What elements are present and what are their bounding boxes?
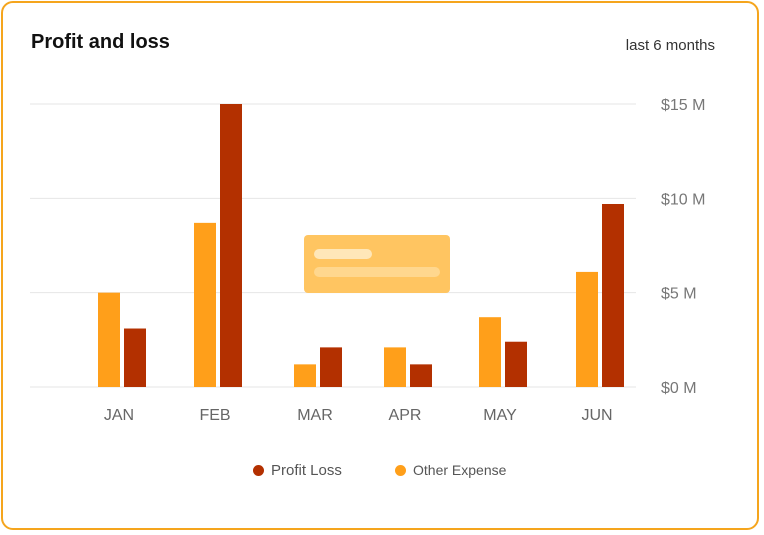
y-tick-label: $15 M bbox=[661, 97, 705, 114]
bar-profit-loss bbox=[410, 364, 432, 387]
other-expense-swatch bbox=[395, 464, 406, 476]
x-tick-label: MAR bbox=[297, 407, 333, 424]
bar-other-expense bbox=[98, 292, 120, 387]
bar-other-expense bbox=[479, 317, 501, 387]
profit-loss-swatch bbox=[253, 465, 264, 476]
bar-other-expense bbox=[384, 347, 406, 387]
bar-profit-loss bbox=[505, 341, 527, 387]
bar-profit-loss bbox=[220, 104, 242, 387]
bar-profit-loss bbox=[320, 347, 342, 387]
chart-legend: Profit Loss Other Expense bbox=[0, 462, 764, 486]
x-tick-label: FEB bbox=[199, 407, 230, 424]
y-tick-label: $10 M bbox=[661, 191, 705, 208]
bar-other-expense bbox=[194, 222, 216, 387]
tooltip-skeleton-line bbox=[314, 267, 440, 277]
x-tick-label: MAY bbox=[483, 407, 517, 424]
x-tick-label: JAN bbox=[104, 407, 134, 424]
legend-profit-loss[interactable]: Profit Loss bbox=[253, 462, 342, 479]
legend-profit-loss-label: Profit Loss bbox=[271, 462, 342, 479]
bar-other-expense bbox=[576, 271, 598, 387]
card-title: Profit and loss bbox=[31, 31, 170, 53]
bar-profit-loss bbox=[124, 328, 146, 387]
bar-other-expense bbox=[294, 364, 316, 387]
x-tick-label: JUN bbox=[581, 407, 612, 424]
y-tick-label: $5 M bbox=[661, 286, 697, 303]
y-tick-label: $0 M bbox=[661, 380, 697, 397]
legend-other-expense-label: Other Expense bbox=[413, 462, 507, 478]
x-tick-label: APR bbox=[389, 407, 422, 424]
range-label[interactable]: last 6 months bbox=[625, 37, 715, 54]
bar-profit-loss bbox=[602, 203, 624, 387]
tooltip-skeleton-line bbox=[314, 249, 372, 259]
legend-other-expense[interactable]: Other Expense bbox=[395, 462, 506, 478]
tooltip-placeholder bbox=[304, 235, 450, 293]
